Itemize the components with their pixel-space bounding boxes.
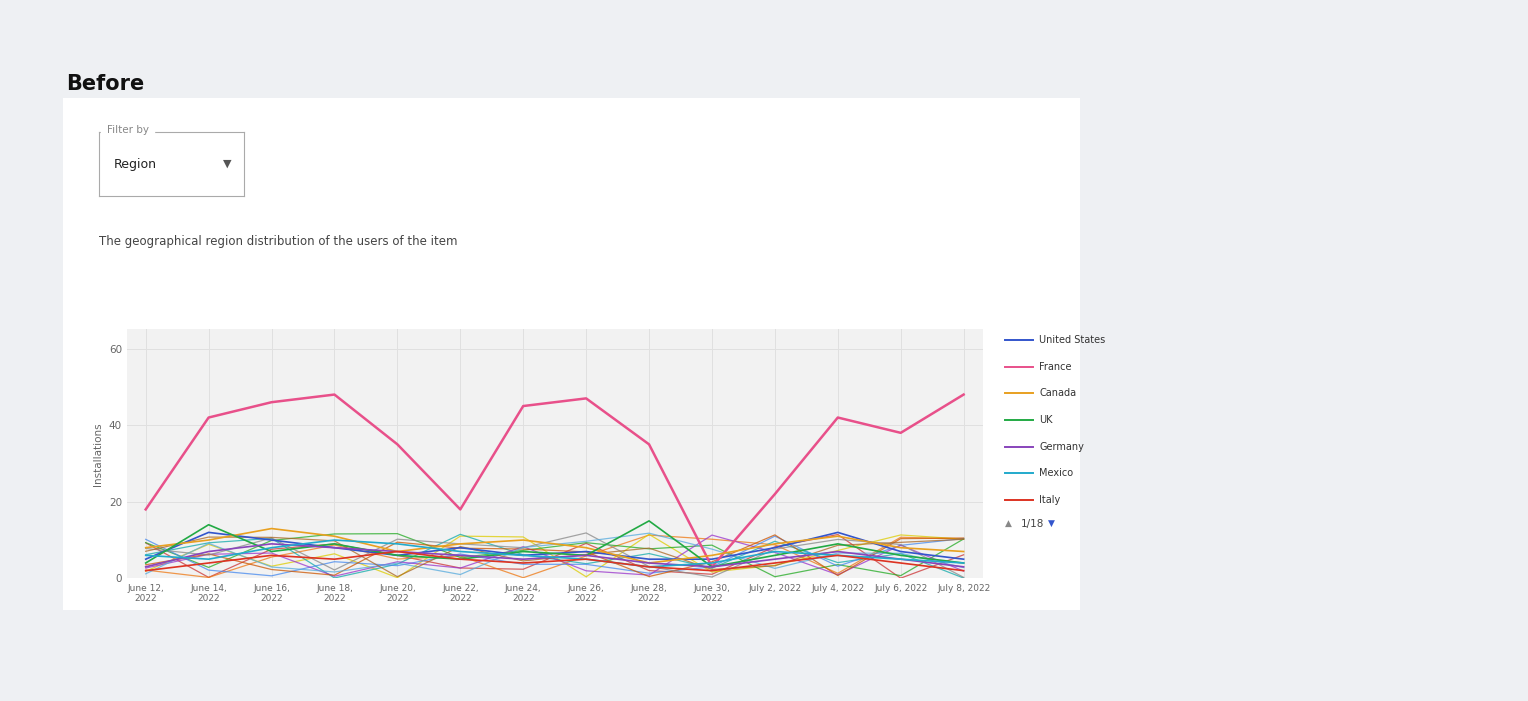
- Text: Italy: Italy: [1039, 495, 1060, 505]
- Text: United States: United States: [1039, 335, 1105, 345]
- Text: Mexico: Mexico: [1039, 468, 1073, 478]
- Text: ▼: ▼: [1048, 519, 1054, 528]
- Text: ▲: ▲: [1005, 519, 1012, 528]
- Text: Germany: Germany: [1039, 442, 1083, 451]
- Text: ▼: ▼: [223, 159, 231, 169]
- Text: The geographical region distribution of the users of the item: The geographical region distribution of …: [99, 235, 458, 248]
- Y-axis label: Installations: Installations: [93, 422, 104, 486]
- Text: UK: UK: [1039, 415, 1053, 425]
- Text: Before: Before: [66, 74, 144, 94]
- Text: 1/18: 1/18: [1021, 519, 1044, 529]
- Text: Canada: Canada: [1039, 388, 1076, 398]
- Text: France: France: [1039, 362, 1071, 372]
- Text: Filter by: Filter by: [107, 125, 148, 135]
- Text: Region: Region: [115, 158, 157, 170]
